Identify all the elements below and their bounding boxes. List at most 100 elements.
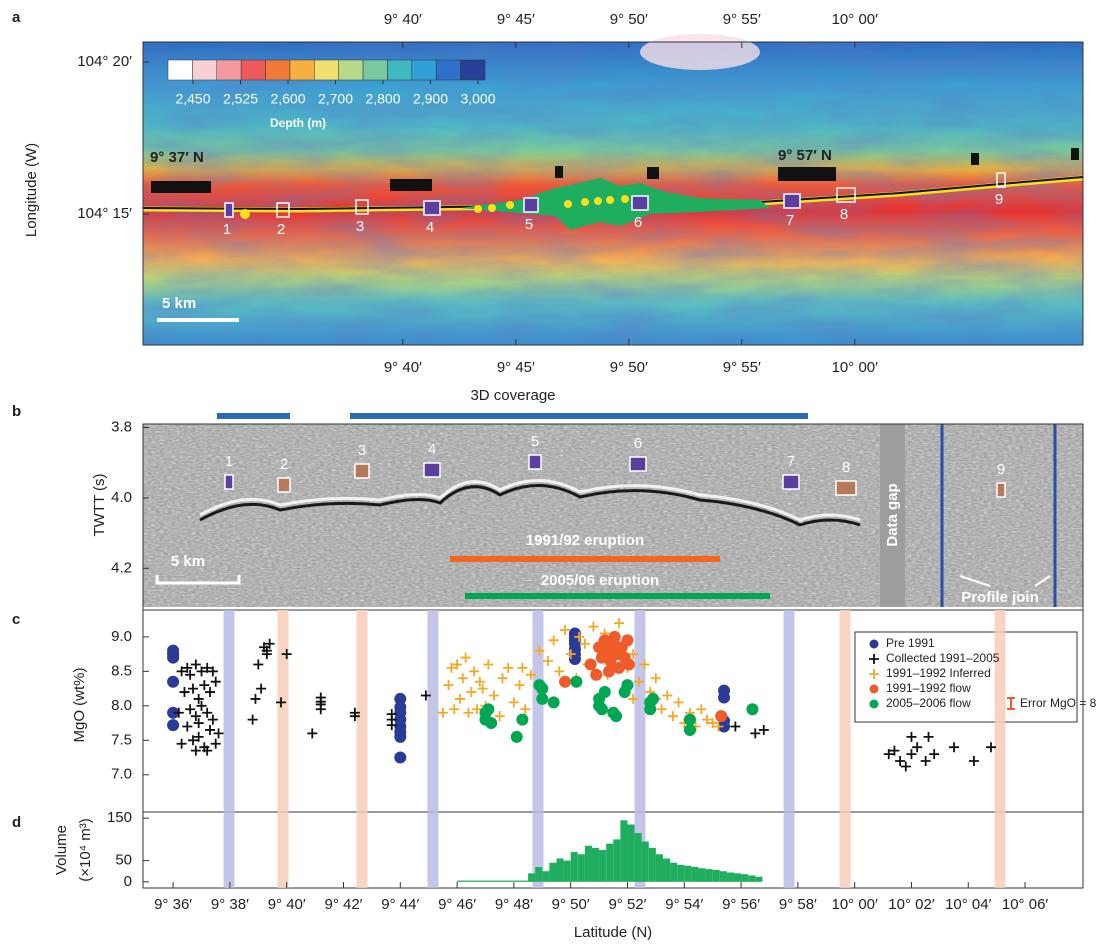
colorbar-swatch bbox=[192, 60, 216, 80]
data-point bbox=[185, 704, 195, 714]
colorbar-swatch bbox=[290, 60, 314, 80]
site-band bbox=[533, 610, 544, 888]
data-point bbox=[536, 683, 548, 695]
data-point bbox=[177, 739, 187, 749]
data-point bbox=[674, 697, 684, 707]
x-tick-label: 9° 56′ bbox=[722, 896, 760, 913]
site-band bbox=[427, 610, 438, 888]
data-point bbox=[580, 639, 590, 649]
site-marker bbox=[424, 463, 440, 477]
site-marker bbox=[783, 475, 799, 489]
histogram-bar bbox=[635, 833, 642, 882]
colorbar-tick-label: 2,800 bbox=[365, 91, 400, 107]
data-point bbox=[549, 635, 559, 645]
data-point bbox=[307, 728, 317, 738]
x-tick-label: 9° 48′ bbox=[495, 896, 533, 913]
histogram-bar bbox=[656, 854, 663, 882]
data-point bbox=[924, 732, 934, 742]
x-tick-label: 9° 50′ bbox=[552, 896, 590, 913]
histogram-bar bbox=[663, 858, 670, 881]
site-marker bbox=[355, 464, 369, 478]
x-tick-label: 10° 06′ bbox=[1002, 896, 1049, 913]
data-point bbox=[498, 673, 508, 683]
y-tick-label: 7.0 bbox=[111, 766, 132, 783]
x-tick-label: 9° 58′ bbox=[779, 896, 817, 913]
site-label: 5 bbox=[525, 216, 533, 233]
colorbar-tick-label: 2,900 bbox=[413, 91, 448, 107]
x-tick-label: 10° 00′ bbox=[832, 359, 879, 376]
site-marker bbox=[225, 475, 233, 489]
y-tick-label: 7.5 bbox=[111, 731, 132, 748]
x-tick-label: 9° 52′ bbox=[608, 896, 646, 913]
histogram-bar bbox=[642, 842, 649, 882]
histogram-bar bbox=[571, 852, 578, 882]
x-tick-label: 9° 55′ bbox=[723, 359, 761, 376]
x-tick-label: 9° 44′ bbox=[381, 896, 419, 913]
site-label: 7 bbox=[787, 453, 795, 470]
data-point bbox=[759, 725, 769, 735]
data-point bbox=[211, 739, 221, 749]
histogram-bar bbox=[713, 870, 720, 882]
x-tick-label: 9° 36′ bbox=[154, 896, 192, 913]
data-point bbox=[515, 680, 525, 690]
data-point bbox=[489, 690, 499, 700]
site-label: 9 bbox=[997, 461, 1005, 478]
data-point bbox=[969, 756, 979, 766]
data-point bbox=[509, 697, 519, 707]
y-tick-label: 4.0 bbox=[111, 489, 132, 506]
histogram-bar bbox=[521, 881, 528, 882]
site-marker bbox=[225, 203, 233, 217]
y-tick-label: 8.0 bbox=[111, 697, 132, 714]
legend-marker bbox=[870, 640, 879, 649]
colorbar-title: Depth (m) bbox=[270, 116, 326, 130]
annotation: 5 km bbox=[162, 295, 196, 312]
data-point bbox=[746, 703, 758, 715]
data-point bbox=[248, 715, 258, 725]
data-point bbox=[901, 761, 911, 771]
histogram-bar bbox=[592, 848, 599, 882]
site-band bbox=[784, 610, 795, 888]
panel-letter: a bbox=[12, 9, 21, 26]
legend-marker bbox=[870, 700, 879, 709]
data-point bbox=[696, 704, 706, 714]
data-point bbox=[466, 687, 476, 697]
site-label: 9 bbox=[995, 191, 1003, 208]
data-point bbox=[906, 732, 916, 742]
site-marker bbox=[524, 198, 538, 212]
data-point bbox=[211, 677, 221, 687]
annotation: Profile join bbox=[961, 589, 1039, 606]
histogram-bar bbox=[528, 873, 535, 881]
histogram-bar bbox=[564, 861, 571, 882]
histogram-bar bbox=[457, 881, 464, 882]
histogram-bar bbox=[627, 825, 634, 882]
colorbar-tick-label: 2,600 bbox=[270, 91, 305, 107]
data-point bbox=[603, 665, 615, 677]
annotation: 9° 57′ N bbox=[778, 147, 832, 164]
data-point bbox=[394, 752, 406, 764]
y-tick-label: 8.5 bbox=[111, 662, 132, 679]
figure: a9° 40′9° 40′9° 45′9° 45′9° 50′9° 50′9° … bbox=[0, 0, 1120, 946]
data-point bbox=[205, 687, 215, 697]
panel-letter: b bbox=[12, 403, 21, 420]
x-tick-label: 10° 02′ bbox=[888, 896, 935, 913]
data-point bbox=[461, 653, 471, 663]
data-point bbox=[394, 731, 406, 743]
data-point bbox=[167, 652, 179, 664]
site-marker bbox=[836, 481, 856, 495]
site-label: 3 bbox=[358, 442, 366, 459]
histogram-bar bbox=[478, 881, 485, 882]
site-label: 4 bbox=[426, 219, 434, 236]
data-point bbox=[511, 731, 523, 743]
y-tick-label: 0 bbox=[124, 873, 132, 890]
data-point bbox=[182, 722, 192, 732]
data-point bbox=[912, 742, 922, 752]
legend-label: 1991–1992 Inferred bbox=[886, 666, 991, 680]
colorbar-tick-label: 2,700 bbox=[318, 91, 353, 107]
x-tick-label: 9° 40′ bbox=[384, 359, 422, 376]
y-tick-label: 3.8 bbox=[111, 418, 132, 435]
histogram-bar bbox=[542, 871, 549, 882]
site-marker bbox=[278, 478, 290, 492]
data-point bbox=[570, 676, 582, 688]
x-axis-title: Latitude (N) bbox=[574, 924, 652, 941]
x-tick-label: 9° 40′ bbox=[268, 896, 306, 913]
